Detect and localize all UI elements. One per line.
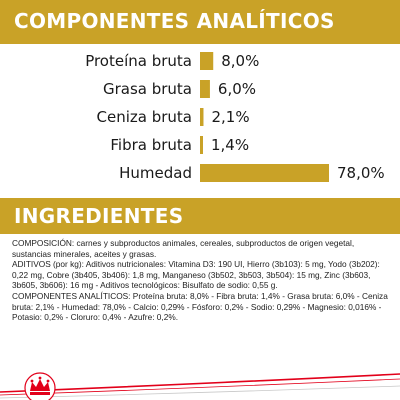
composition-paragraph: COMPOSICIÓN: carnes y subproductos anima… bbox=[12, 238, 355, 259]
analytic-header-band: COMPONENTES ANALÍTICOS bbox=[0, 0, 400, 44]
analytic-components-paragraph: COMPONENTES ANALÍTICOS: Proteína bruta: … bbox=[12, 290, 388, 323]
category-label: Ceniza bruta bbox=[97, 108, 192, 126]
value-label: 78,0% bbox=[337, 164, 385, 182]
value-label: 6,0% bbox=[218, 80, 256, 98]
footer-red-swoosh bbox=[0, 373, 400, 393]
value-label: 2,1% bbox=[211, 108, 249, 126]
bar bbox=[200, 52, 214, 70]
royal-canin-crown-icon bbox=[24, 372, 56, 400]
bar bbox=[200, 108, 204, 126]
ingredients-header-title: INGREDIENTES bbox=[14, 204, 184, 228]
ingredients-text: COMPOSICIÓN: carnes y subproductos anima… bbox=[12, 238, 390, 323]
value-label: 1,4% bbox=[211, 136, 249, 154]
category-label: Fibra bruta bbox=[110, 136, 192, 154]
footer-brand-strip bbox=[0, 372, 400, 400]
analytic-header-title: COMPONENTES ANALÍTICOS bbox=[14, 9, 335, 33]
value-label: 8,0% bbox=[221, 52, 259, 70]
category-label: Grasa bruta bbox=[103, 80, 192, 98]
bar bbox=[200, 136, 203, 154]
additives-paragraph: ADITIVOS (por kg): Aditivos nutricionale… bbox=[12, 259, 380, 291]
footer-grey-swoosh bbox=[0, 385, 400, 399]
bar bbox=[200, 164, 329, 182]
category-label: Humedad bbox=[119, 164, 192, 182]
category-label: Proteína bruta bbox=[85, 52, 192, 70]
ingredients-header-band: INGREDIENTES bbox=[0, 198, 400, 234]
analytic-bar-chart: Proteína bruta 8,0% Grasa bruta 6,0% Ceniza … bbox=[85, 52, 385, 182]
bar bbox=[200, 80, 210, 98]
